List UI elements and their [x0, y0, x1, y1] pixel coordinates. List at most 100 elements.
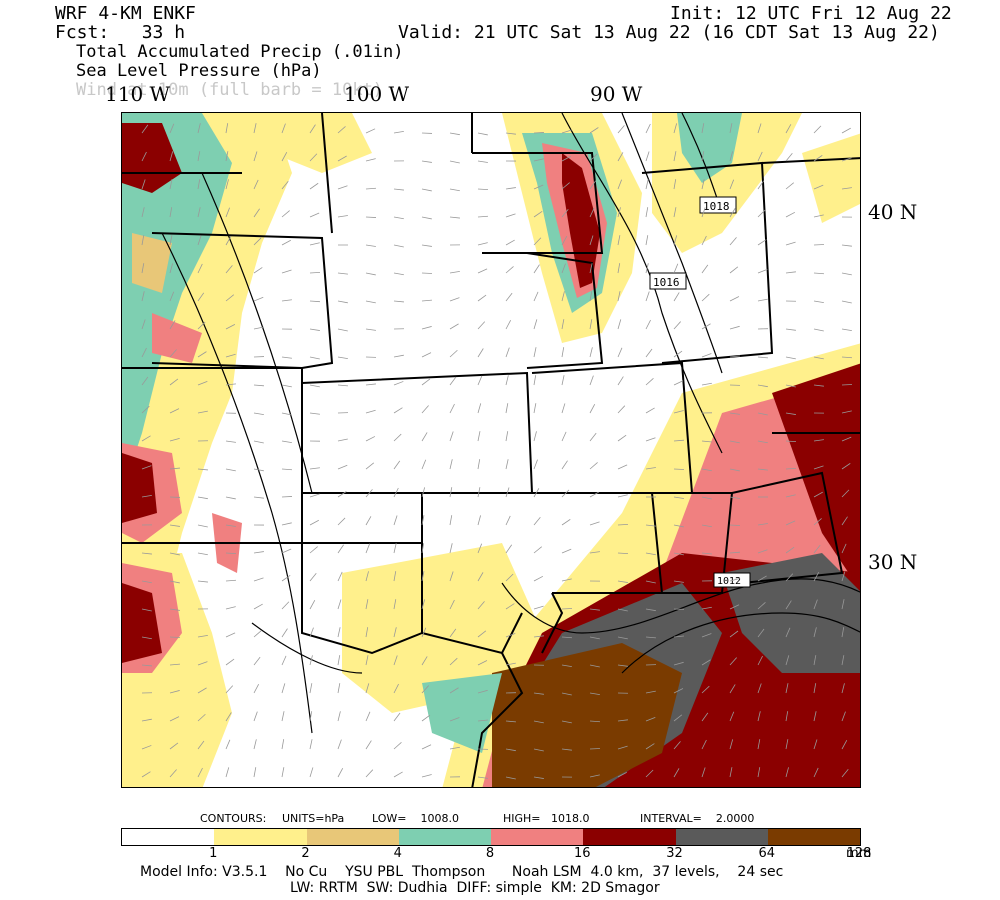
wind-barb — [645, 291, 650, 302]
wind-barb — [533, 720, 544, 724]
wind-barb — [337, 767, 344, 778]
wind-barb — [477, 188, 489, 191]
wind-barb — [337, 683, 341, 694]
wind-barb — [561, 375, 565, 386]
wind-barb — [281, 123, 286, 134]
colorbar-tick-label: 32 — [666, 846, 683, 861]
wind-barb — [309, 467, 320, 470]
model-info-line1: Model Info: V3.5.1 No Cu YSU PBL Thompso… — [140, 864, 784, 880]
wind-barb — [197, 580, 208, 583]
wind-barb — [281, 412, 292, 416]
wind-barb — [813, 767, 819, 778]
wind-barb — [589, 608, 600, 611]
wind-barb — [673, 468, 685, 470]
wind-barb — [673, 552, 684, 556]
wind-barb — [309, 212, 320, 218]
wind-barb — [253, 208, 260, 218]
wind-barb — [253, 551, 264, 554]
wind-barb — [505, 776, 516, 780]
wind-barb — [757, 739, 761, 750]
wind-barb — [813, 599, 818, 610]
wind-barb — [757, 628, 765, 638]
wind-barb — [141, 494, 152, 498]
wind-barb — [785, 328, 796, 331]
wind-barb — [729, 151, 733, 162]
wind-barb — [813, 184, 824, 190]
wind-barb — [449, 571, 454, 582]
wind-barb — [505, 662, 516, 666]
wind-barb — [729, 355, 740, 358]
wind-barb — [813, 439, 824, 442]
wind-barb — [281, 269, 292, 274]
wind-barb — [701, 382, 712, 386]
wind-barb — [561, 129, 572, 134]
wind-barb — [561, 291, 565, 302]
wind-barb — [757, 655, 763, 666]
wind-barb — [477, 601, 485, 610]
wind-barb — [393, 354, 404, 358]
wind-barb — [393, 460, 401, 470]
wind-barb — [561, 263, 566, 274]
wind-barb — [589, 692, 600, 696]
wind-barb — [281, 548, 292, 554]
wind-barb — [337, 711, 341, 722]
wind-barb — [841, 244, 852, 247]
wind-barb — [729, 496, 740, 499]
wind-barb — [197, 207, 201, 218]
wind-barb — [673, 380, 684, 386]
wind-barb — [309, 182, 319, 190]
wind-barb — [309, 384, 320, 388]
colorbar-swatch — [122, 829, 215, 845]
colorbar-swatch — [583, 829, 676, 845]
wind-barb — [589, 774, 600, 778]
wind-barb — [197, 740, 205, 750]
wind-barb — [617, 434, 627, 442]
valid-time: Valid: 21 UTC Sat 13 Aug 22 (16 CDT Sat … — [398, 22, 940, 43]
wind-barb — [813, 384, 824, 387]
wind-barb — [673, 179, 677, 190]
wind-barb — [169, 207, 173, 218]
wind-barb — [589, 347, 593, 358]
colorbar-swatch — [306, 829, 399, 845]
wind-barb — [309, 711, 313, 722]
wind-barb — [785, 655, 790, 666]
wind-barb — [449, 687, 459, 694]
wind-barb — [701, 606, 712, 610]
wind-barb — [141, 718, 152, 722]
wind-barb — [169, 378, 179, 386]
wind-barb — [505, 266, 514, 274]
wind-barb — [729, 266, 739, 274]
wind-barb — [337, 155, 347, 162]
wind-barb — [533, 517, 541, 526]
wind-barb — [841, 683, 845, 694]
wind-barb — [785, 412, 796, 415]
wind-barb — [841, 516, 848, 526]
wind-barb — [393, 433, 402, 442]
wind-barb — [757, 384, 768, 388]
wind-barb — [197, 123, 201, 134]
wind-barb — [645, 348, 653, 358]
wind-barb — [701, 524, 712, 528]
wind-barb — [729, 440, 740, 444]
wind-barb — [225, 767, 230, 778]
wind-barb — [225, 179, 229, 190]
wind-barb — [197, 687, 207, 694]
wind-barb — [365, 627, 369, 638]
wind-barb — [337, 438, 348, 442]
wind-barb — [645, 319, 651, 330]
wind-barb — [673, 768, 680, 778]
wind-barb — [785, 467, 797, 470]
wind-barb — [197, 468, 208, 471]
wind-barb — [337, 599, 342, 610]
wind-barb — [673, 524, 684, 528]
wind-barb — [197, 661, 208, 666]
wind-barb — [533, 748, 544, 752]
wind-barb — [617, 347, 623, 358]
wind-barb — [141, 291, 145, 302]
wind-barb — [757, 683, 762, 694]
wind-barb — [813, 627, 817, 638]
wind-barb — [197, 321, 206, 330]
wind-barb — [617, 152, 624, 162]
wind-barb — [365, 516, 372, 526]
wind-barb — [281, 239, 291, 246]
